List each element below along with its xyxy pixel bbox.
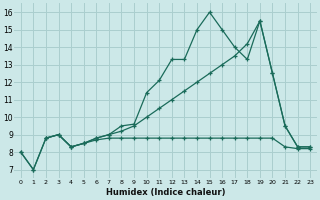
X-axis label: Humidex (Indice chaleur): Humidex (Indice chaleur) <box>106 188 225 197</box>
